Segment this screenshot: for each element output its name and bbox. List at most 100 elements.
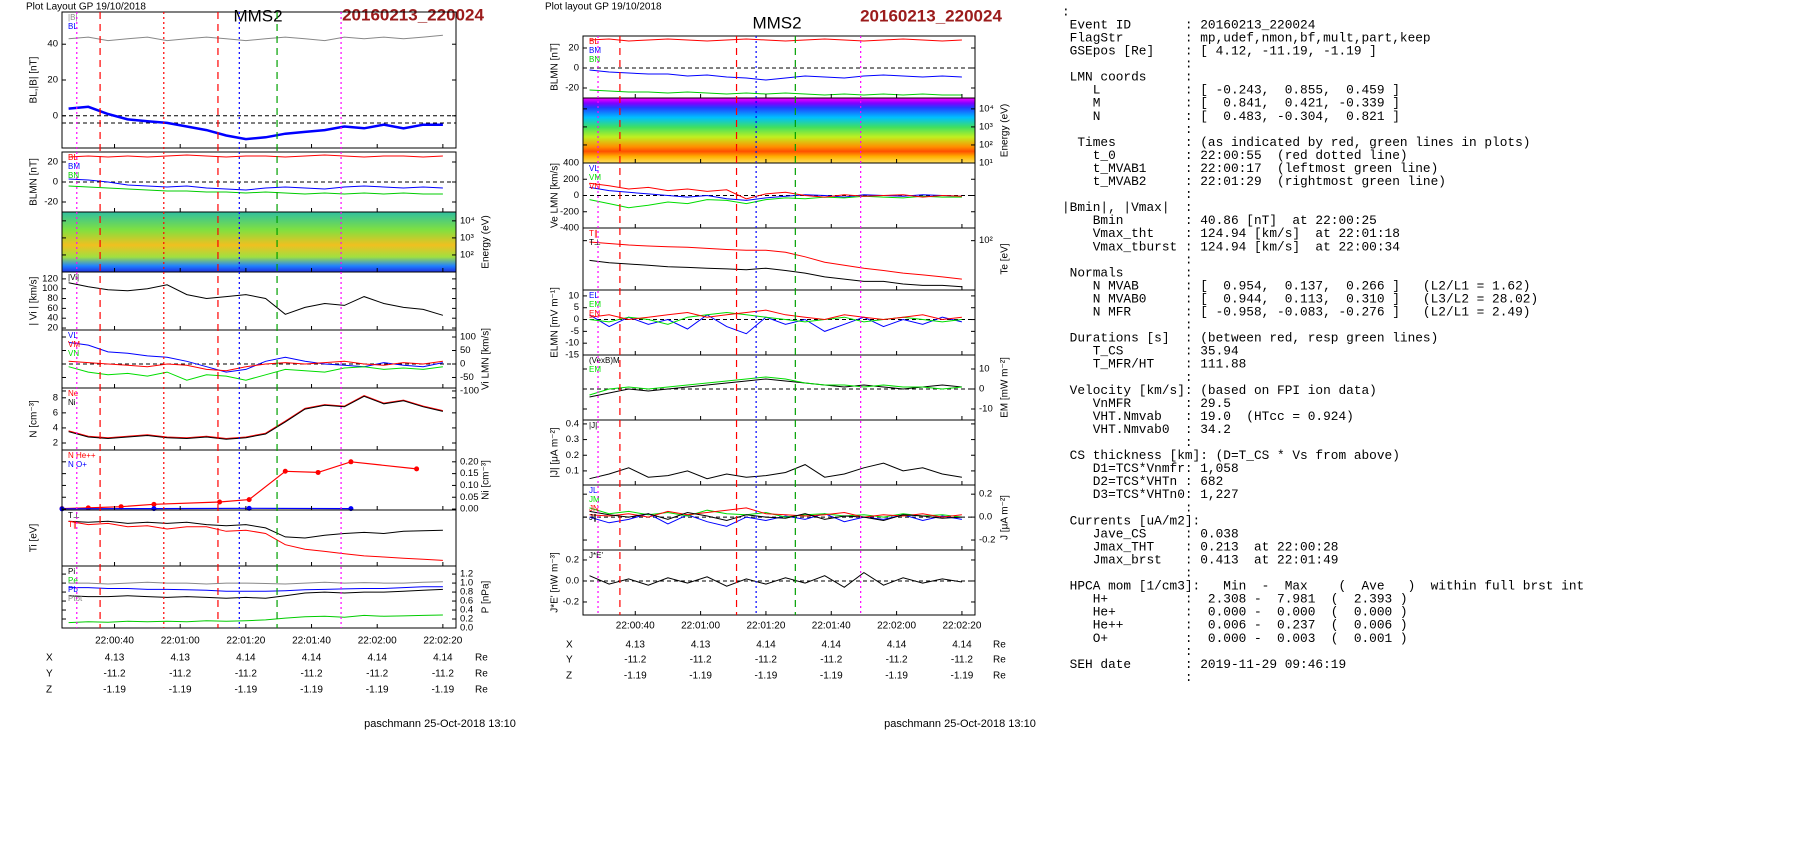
info-line: Times : (as indicated by red, green line… xyxy=(1062,135,1530,150)
coord-cell: 4.14 xyxy=(433,653,453,664)
series-line xyxy=(589,314,963,335)
legend-label: BM xyxy=(589,46,601,55)
x-tick-label: 22:02:00 xyxy=(877,621,916,632)
panel-frame xyxy=(61,565,457,629)
info-line: Jmax_THT : 0.213 at 22:00:28 xyxy=(1062,539,1338,554)
y-tick-label: 0 xyxy=(460,359,465,370)
info-line: : xyxy=(1062,252,1193,267)
coord-cell: 4.14 xyxy=(756,640,776,651)
series-line xyxy=(68,614,443,624)
coord-cell: -11.2 xyxy=(690,655,712,666)
legend-label: |B| xyxy=(68,13,78,22)
coord-cell: -1.19 xyxy=(820,671,843,682)
coord-cell: Z xyxy=(566,671,572,682)
coord-cell: -1.19 xyxy=(300,685,323,696)
x-tick-label: 22:02:00 xyxy=(358,636,397,647)
y-tick-label: 0.2 xyxy=(460,614,473,625)
y-axis-label: BLMN [nT] xyxy=(29,158,40,206)
y-tick-label: 8 xyxy=(53,392,58,403)
legend-label: N He++ xyxy=(68,451,96,460)
series-line xyxy=(62,507,351,510)
coord-cell: -11.2 xyxy=(235,669,257,680)
y-tick-label: 40 xyxy=(47,313,58,324)
panel-frame xyxy=(61,387,457,451)
legend-label: BN xyxy=(68,171,79,180)
y-tick-label: -20 xyxy=(565,83,579,94)
y-tick-label: 200 xyxy=(563,174,579,185)
legend-label: VM xyxy=(68,340,80,349)
info-line: Jave_CS : 0.038 xyxy=(1062,526,1239,541)
y-tick-label: 0 xyxy=(574,190,579,201)
coord-cell: -1.19 xyxy=(689,671,712,682)
series-line xyxy=(68,105,443,141)
y-axis-label: Energy (eV) xyxy=(1000,104,1011,157)
series-line xyxy=(589,507,962,518)
y-tick-label: 10¹ xyxy=(979,158,993,169)
series-line xyxy=(68,185,443,195)
coord-cell: Re xyxy=(475,685,488,696)
coord-cell: -11.2 xyxy=(432,669,454,680)
y-axis-label: Ti [eV] xyxy=(29,524,40,553)
y-tick-label: -20 xyxy=(44,197,58,208)
coord-cell: Re xyxy=(993,655,1006,666)
series-line xyxy=(589,311,962,325)
y-axis-label: Vi LMN [km/s] xyxy=(481,328,492,390)
coord-cell: Re xyxy=(993,640,1006,651)
info-line: Event ID : 20160213_220024 xyxy=(1062,17,1316,32)
info-line: : xyxy=(1062,318,1193,333)
coord-cell: 4.13 xyxy=(691,640,711,651)
y-tick-label: 0 xyxy=(979,384,984,395)
y-axis-label: | Vi | [km/s] xyxy=(29,276,40,325)
series-line xyxy=(68,341,444,373)
series-line xyxy=(68,586,443,592)
info-line: M : [ 0.841, 0.421, -0.339 ] xyxy=(1062,96,1400,111)
info-line: O+ : 0.000 - 0.003 ( 0.001 ) xyxy=(1062,631,1408,646)
legend-label: Pe xyxy=(68,576,78,585)
legend-label: |J| xyxy=(589,421,597,430)
y-tick-label: 60 xyxy=(47,303,58,314)
y-axis-label: Ve LMN [km/s] xyxy=(550,163,561,228)
y-axis-label: ELMN [mV m⁻¹] xyxy=(550,287,561,358)
series-line xyxy=(68,282,444,316)
legend-label: EL xyxy=(589,291,599,300)
coord-cell: -11.2 xyxy=(366,669,388,680)
legend-label: J*E' xyxy=(589,551,603,560)
y-tick-label: 0.20 xyxy=(460,456,479,467)
y-axis-label: Energy (eV) xyxy=(481,215,492,268)
coord-cell: -1.19 xyxy=(366,685,389,696)
coord-cell: -1.19 xyxy=(169,685,192,696)
plot-header: Plot layout GP 19/10/2018 xyxy=(545,2,662,13)
y-tick-label: -100 xyxy=(460,385,479,396)
info-line: : xyxy=(1062,370,1193,385)
coord-cell: 4.13 xyxy=(170,653,190,664)
y-tick-label: -0.2 xyxy=(979,535,995,546)
coord-cell: 4.14 xyxy=(236,653,256,664)
series-line xyxy=(68,520,443,539)
info-line: He++ : 0.006 - 0.237 ( 0.006 ) xyxy=(1062,618,1408,633)
info-line: : xyxy=(1062,187,1193,202)
coord-cell: -1.19 xyxy=(431,685,454,696)
y-tick-label: -5 xyxy=(571,326,579,337)
info-line: Bmin : 40.86 [nT] at 22:00:25 xyxy=(1062,213,1377,228)
info-line: D3=TCS*VHTn0: 1,227 xyxy=(1062,487,1239,502)
info-line: Vmax_tburst : 124.94 [km/s] at 22:00:34 xyxy=(1062,239,1400,254)
panel-frame xyxy=(582,419,976,486)
info-line: VHT.Nmvab0 : 34.2 xyxy=(1062,422,1231,437)
legend-label: EM xyxy=(589,365,601,374)
coord-cell: -11.2 xyxy=(169,669,191,680)
y-tick-label: 400 xyxy=(563,158,579,169)
coord-cell: -11.2 xyxy=(755,655,777,666)
info-line: LMN coords : xyxy=(1062,70,1193,85)
data-point xyxy=(246,497,252,503)
series-line xyxy=(68,178,443,191)
info-line: |Bmin|, |Vmax| : xyxy=(1062,200,1193,215)
series-line xyxy=(589,376,962,396)
y-tick-label: 20 xyxy=(47,157,58,168)
info-line: N MVAB : [ 0.954, 0.137, 0.266 ] (L2/L1 … xyxy=(1062,278,1530,293)
y-axis-label: Ni [cm⁻³] xyxy=(481,460,492,500)
y-tick-label: 10³ xyxy=(460,232,474,243)
y-tick-label: 0.2 xyxy=(566,450,579,461)
panel-frame xyxy=(61,449,457,511)
series-line xyxy=(589,510,962,522)
data-point xyxy=(151,501,157,507)
